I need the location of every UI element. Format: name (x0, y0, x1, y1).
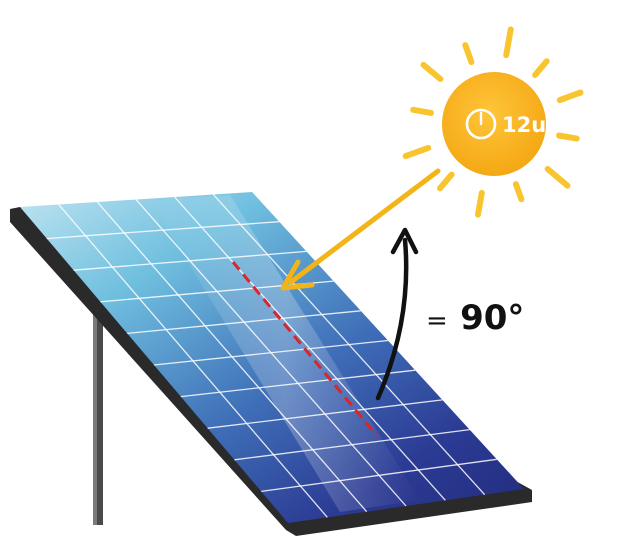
sun-ray (512, 181, 525, 203)
panel-grid-row-line (127, 310, 361, 335)
panel-glare (150, 195, 420, 512)
angle-value: 90° (460, 298, 524, 338)
sun-ray-arrow (280, 168, 441, 291)
sun-ray (544, 166, 571, 189)
sun-ray (462, 42, 475, 65)
sun-ray (475, 189, 485, 218)
panel-grid-row-line (46, 221, 280, 240)
panel-grid-row-line (153, 339, 389, 366)
angle-label: = 90° (426, 298, 524, 338)
clock-icon (465, 108, 497, 140)
sun-ray (410, 106, 434, 116)
sun-ray (402, 144, 432, 160)
sun-time-label: 12u (502, 113, 546, 137)
panel-grid-row-line (207, 399, 443, 429)
sun-ray (532, 58, 550, 78)
sun-ray (503, 26, 514, 59)
angle-arrow (375, 227, 419, 401)
sun-rays (402, 26, 584, 218)
perpendicular-dashed-line (231, 261, 379, 437)
sun-ray (420, 61, 444, 82)
sun-ray (437, 171, 455, 192)
angle-equals: = (426, 306, 448, 336)
sun-ray (556, 89, 584, 104)
panel-grid-row-line (261, 458, 497, 493)
panel-grid-row-line (180, 369, 416, 398)
panel-grid-row-line (234, 428, 470, 461)
panel-grid-row-line (73, 250, 307, 271)
sun-ray (556, 132, 580, 142)
